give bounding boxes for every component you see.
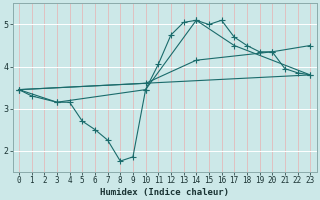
X-axis label: Humidex (Indice chaleur): Humidex (Indice chaleur) [100,188,229,197]
